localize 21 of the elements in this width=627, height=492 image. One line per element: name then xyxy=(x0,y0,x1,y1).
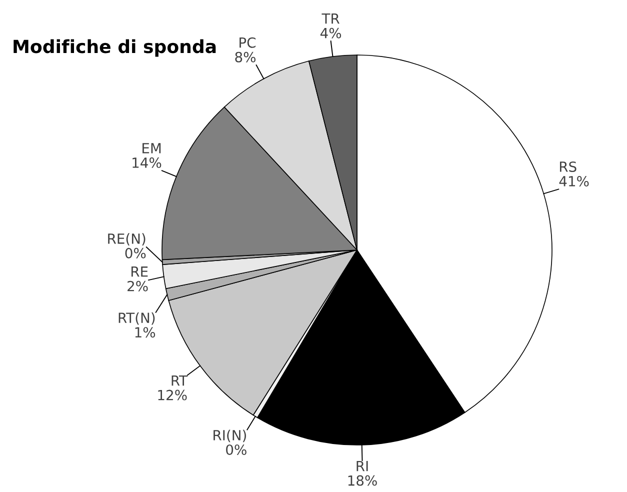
data-label: 8% xyxy=(235,52,256,62)
slice-label: RI xyxy=(356,460,368,472)
data-label: 0% xyxy=(125,248,146,258)
slice-label: TR xyxy=(322,14,340,24)
slice-label: RS xyxy=(560,161,576,172)
data-label: 0% xyxy=(226,444,246,455)
text: Modifiche di sponda xyxy=(14,39,216,57)
data-label: 12% xyxy=(158,390,187,400)
slice-label: RT xyxy=(172,375,188,386)
slice-label: RE(N) xyxy=(108,233,146,246)
slice-label: RT(N) xyxy=(118,312,155,325)
data-label: 14% xyxy=(132,157,162,168)
data-label: 41% xyxy=(559,176,589,186)
slice-label: PC xyxy=(240,37,256,48)
slice-label: RI(N) xyxy=(214,430,246,442)
data-label: 2% xyxy=(128,280,148,292)
data-label: 4% xyxy=(320,28,342,38)
slice-label: RE xyxy=(131,266,148,277)
data-label: 1% xyxy=(135,327,156,338)
slice-label: EM xyxy=(142,143,161,154)
data-label: 18% xyxy=(348,475,377,486)
